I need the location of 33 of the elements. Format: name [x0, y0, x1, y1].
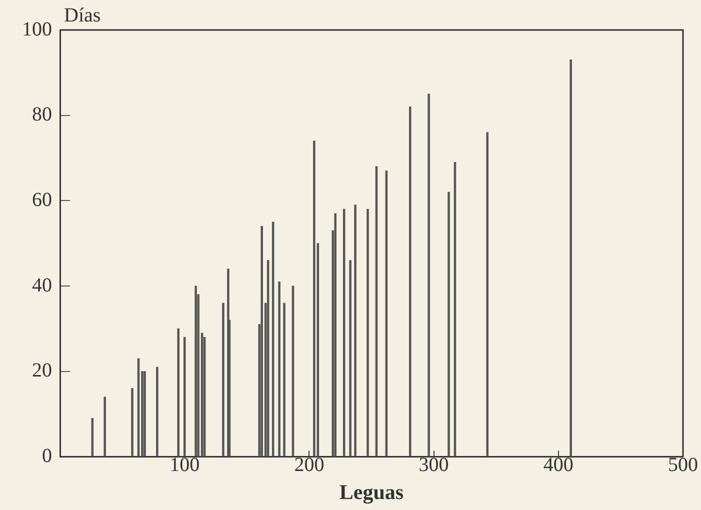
x-tick-label: 400: [543, 454, 574, 476]
y-tick-label: 40: [32, 274, 52, 296]
bar: [144, 371, 146, 457]
x-axis-title: Leguas: [339, 480, 404, 504]
bar: [354, 204, 356, 457]
bar: [408, 106, 412, 457]
bar: [313, 140, 316, 457]
y-tick-label: 0: [42, 445, 52, 468]
y-axis-title: Días: [64, 4, 101, 26]
bar: [278, 281, 280, 457]
bar: [283, 302, 286, 457]
y-tick-label: 60: [32, 188, 52, 211]
bar: [366, 208, 369, 457]
y-tick-label: 20: [32, 360, 52, 382]
bar: [570, 60, 572, 457]
bar: [104, 396, 106, 457]
bar: [448, 192, 450, 457]
bar: [486, 132, 489, 457]
x-tick-label: 200: [294, 454, 324, 476]
x-tick-label: 300: [418, 454, 449, 476]
bar: [194, 286, 197, 457]
x-tick-label: 100: [170, 454, 200, 476]
bar: [260, 226, 263, 457]
bar: [349, 260, 352, 457]
bar: [428, 94, 430, 457]
bar: [334, 213, 336, 457]
y-tick-label: 80: [32, 104, 52, 126]
bar: [177, 328, 180, 457]
bar: [156, 366, 158, 457]
bar: [131, 388, 134, 457]
y-tick-label: 100: [22, 18, 52, 40]
bar: [222, 302, 224, 457]
x-tick-label: 500: [668, 454, 698, 476]
